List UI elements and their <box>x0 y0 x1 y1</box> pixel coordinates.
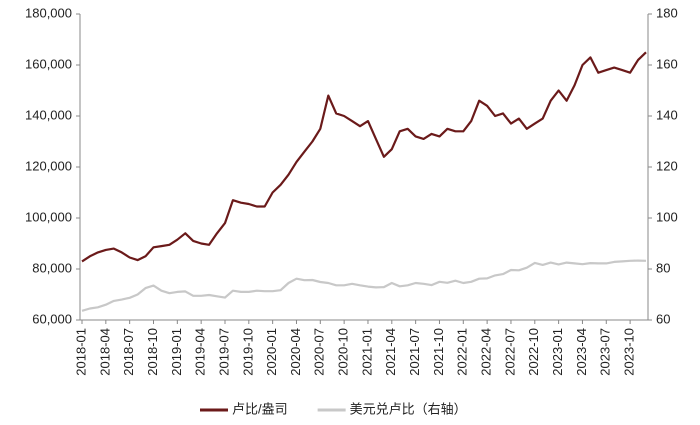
y2-tick-label: 180 <box>656 5 678 20</box>
x-tick-label: 2021-10 <box>431 328 446 376</box>
x-tick-label: 2018-01 <box>73 328 88 376</box>
y2-tick-label: 80 <box>656 260 670 275</box>
x-tick-label: 2021-07 <box>407 328 422 376</box>
x-tick-label: 2021-04 <box>383 328 398 376</box>
x-tick-label: 2020-07 <box>312 328 327 376</box>
x-tick-label: 2022-07 <box>502 328 517 376</box>
y-tick-label: 60,000 <box>32 311 72 326</box>
x-tick-label: 2019-10 <box>240 328 255 376</box>
y-tick-label: 180,000 <box>25 5 72 20</box>
y2-tick-label: 60 <box>656 311 670 326</box>
x-tick-label: 2020-04 <box>288 328 303 376</box>
x-tick-label: 2018-04 <box>97 328 112 376</box>
y-tick-label: 160,000 <box>25 56 72 71</box>
line-series <box>81 51 647 263</box>
y2-tick-label: 100 <box>656 209 678 224</box>
x-tick-label: 2023-04 <box>574 328 589 376</box>
x-tick-label: 2023-10 <box>622 328 637 376</box>
x-tick-label: 2019-04 <box>193 328 208 376</box>
y-tick-label: 120,000 <box>25 158 72 173</box>
x-tick-label: 2022-01 <box>455 328 470 376</box>
x-tick-label: 2019-07 <box>216 328 231 376</box>
x-tick-label: 2020-01 <box>264 328 279 376</box>
y2-tick-label: 120 <box>656 158 678 173</box>
x-tick-label: 2022-10 <box>526 328 541 376</box>
x-tick-label: 2018-10 <box>145 328 160 376</box>
x-tick-label: 2020-10 <box>336 328 351 376</box>
x-tick-label: 2022-04 <box>479 328 494 376</box>
line-series <box>81 259 647 312</box>
x-tick-label: 2021-01 <box>359 328 374 376</box>
x-tick-label: 2018-07 <box>121 328 136 376</box>
legend-label: 美元兑卢比（右轴） <box>350 401 467 416</box>
y2-tick-label: 140 <box>656 107 678 122</box>
legend-label: 卢比/盎司 <box>232 401 288 416</box>
y-tick-label: 100,000 <box>25 209 72 224</box>
y-tick-label: 80,000 <box>32 260 72 275</box>
x-tick-label: 2019-01 <box>169 328 184 376</box>
x-tick-label: 2023-07 <box>598 328 613 376</box>
y2-tick-label: 160 <box>656 56 678 71</box>
x-tick-label: 2023-01 <box>550 328 565 376</box>
y-tick-label: 140,000 <box>25 107 72 122</box>
